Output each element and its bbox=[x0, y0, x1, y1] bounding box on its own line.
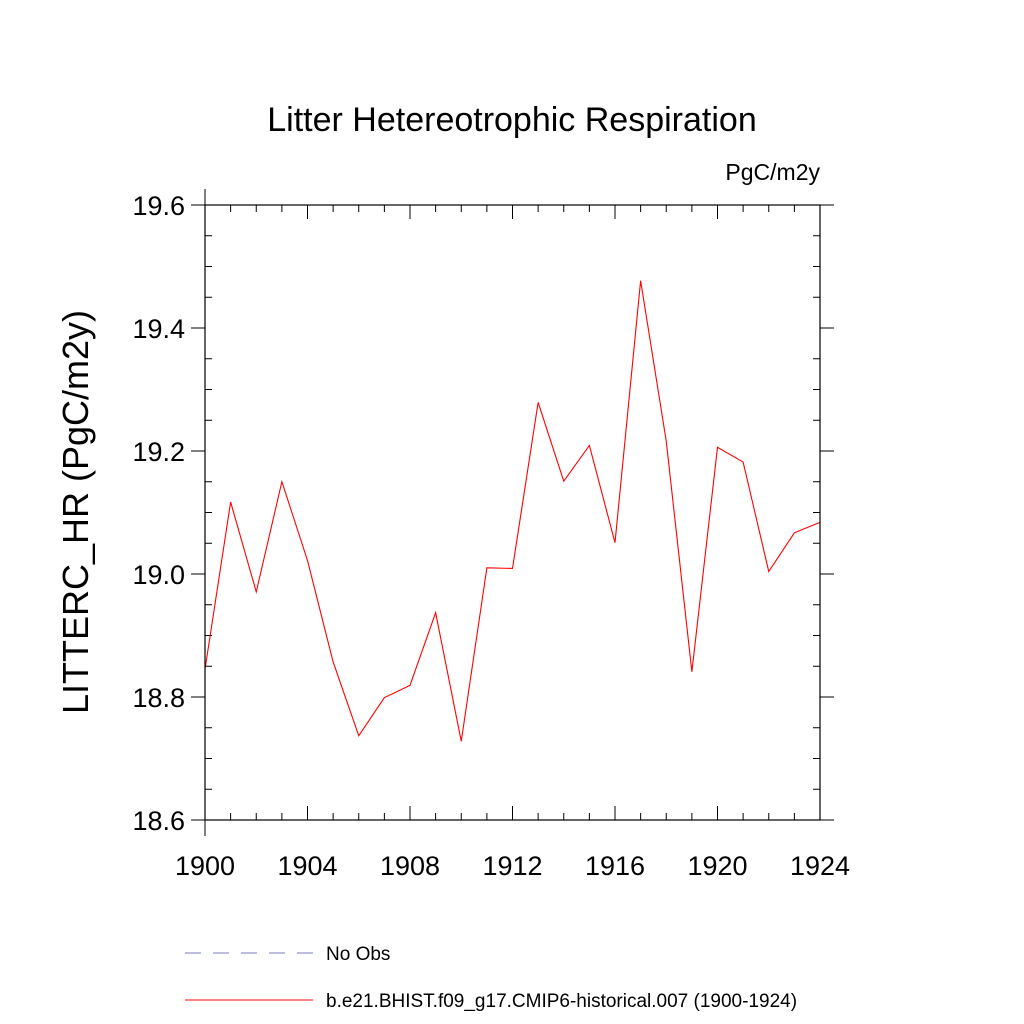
x-tick-label: 1904 bbox=[277, 851, 337, 881]
plot-frame bbox=[204, 204, 821, 821]
axis-tick-labels: 1900 1904 1908 1912 1916 1920 1924 18.6 18.8 19.0… bbox=[132, 191, 850, 881]
series-layer bbox=[204, 280, 821, 742]
y-axis-label: LITTERC_HR (PgC/m2y) bbox=[55, 310, 96, 714]
axis-ticks bbox=[191, 189, 834, 836]
x-tick-label: 1920 bbox=[687, 851, 747, 881]
legend: No Obs b.e21.BHIST.f09_g17.CMIP6-historic… bbox=[185, 944, 797, 1012]
x-tick-label: 1916 bbox=[585, 851, 645, 881]
x-tick-label: 1900 bbox=[175, 851, 235, 881]
chart-title: Litter Hetereotrophic Respiration bbox=[267, 101, 756, 139]
y-tick-label: 19.0 bbox=[132, 560, 185, 590]
legend-label: b.e21.BHIST.f09_g17.CMIP6-historical.007… bbox=[326, 991, 797, 1012]
y-tick-label: 19.2 bbox=[132, 437, 185, 467]
y-tick-label: 18.6 bbox=[132, 806, 185, 836]
series-line bbox=[204, 280, 821, 742]
y-tick-label: 18.8 bbox=[132, 683, 185, 713]
x-tick-label: 1924 bbox=[790, 851, 850, 881]
legend-label: No Obs bbox=[326, 944, 390, 965]
y-tick-label: 19.6 bbox=[132, 191, 185, 221]
units-label: PgC/m2y bbox=[725, 159, 820, 185]
x-tick-label: 1908 bbox=[380, 851, 440, 881]
x-tick-label: 1912 bbox=[482, 851, 542, 881]
y-tick-label: 19.4 bbox=[132, 314, 185, 344]
